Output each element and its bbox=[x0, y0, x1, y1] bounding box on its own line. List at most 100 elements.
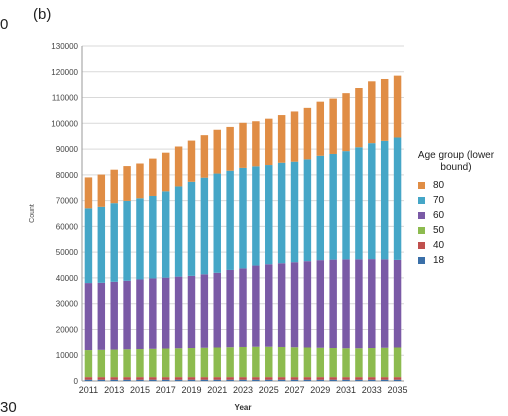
bar-segment-40-2026 bbox=[277, 377, 286, 380]
bar-segment-40-2019 bbox=[187, 377, 196, 380]
bar-segment-80-2012 bbox=[97, 174, 106, 207]
legend-item-40: 40 bbox=[408, 238, 504, 253]
bar-segment-80-2013 bbox=[110, 169, 118, 204]
bar-segment-70-2024 bbox=[252, 166, 260, 266]
bar-segment-60-2022 bbox=[226, 269, 234, 348]
bar-segment-40-2027 bbox=[290, 377, 299, 380]
bar-segment-18-2023 bbox=[239, 379, 247, 381]
legend-item-18: 18 bbox=[408, 253, 504, 268]
legend-title: Age group (lower bound) bbox=[417, 150, 495, 173]
bar-segment-50-2027 bbox=[290, 347, 299, 378]
y-tick-label: 110000 bbox=[52, 94, 79, 103]
bar-segment-50-2031 bbox=[342, 348, 350, 378]
bar-segment-50-2011 bbox=[84, 350, 93, 378]
y-tick-label: 20000 bbox=[56, 325, 79, 334]
bar-segment-70-2017 bbox=[161, 191, 170, 278]
bar-segment-18-2018 bbox=[174, 379, 183, 381]
bar-segment-50-2032 bbox=[355, 348, 363, 378]
x-tick-label: 2023 bbox=[233, 385, 253, 395]
legend-label: 80 bbox=[433, 180, 445, 191]
bar-segment-40-2017 bbox=[161, 377, 170, 380]
bar-segment-50-2035 bbox=[393, 347, 402, 378]
bar-segment-60-2015 bbox=[136, 279, 144, 350]
bar-segment-50-2034 bbox=[380, 347, 389, 378]
bar-segment-18-2028 bbox=[303, 379, 312, 381]
bar-segment-70-2014 bbox=[123, 200, 131, 281]
bar-segment-18-2011 bbox=[84, 379, 93, 381]
bar-segment-40-2020 bbox=[200, 377, 209, 380]
bar-segment-50-2014 bbox=[123, 349, 131, 378]
bar-segment-40-2023 bbox=[239, 377, 247, 380]
legend-item-60: 60 bbox=[408, 208, 504, 223]
bar-segment-60-2024 bbox=[252, 265, 260, 347]
bar-segment-40-2028 bbox=[303, 377, 312, 380]
y-tick-label: 30000 bbox=[56, 300, 79, 309]
x-tick-label: 2033 bbox=[362, 385, 382, 395]
cropped-edge-text-bottom: 30 bbox=[0, 399, 17, 416]
bar-segment-70-2032 bbox=[355, 147, 363, 260]
bar-segment-40-2025 bbox=[265, 377, 273, 380]
bar-segment-70-2031 bbox=[342, 151, 350, 260]
bar-segment-40-2021 bbox=[213, 377, 221, 380]
bar-segment-50-2029 bbox=[316, 347, 325, 378]
bar-segment-70-2016 bbox=[149, 195, 157, 279]
bar-segment-50-2023 bbox=[239, 346, 247, 378]
bar-segment-80-2016 bbox=[149, 158, 157, 196]
bar-segment-18-2020 bbox=[200, 379, 209, 381]
x-tick-label: 2025 bbox=[259, 385, 279, 395]
bar-segment-70-2013 bbox=[110, 203, 118, 282]
bar-segment-70-2018 bbox=[174, 186, 183, 277]
bar-segment-18-2025 bbox=[265, 379, 273, 381]
legend-label: 70 bbox=[433, 195, 445, 206]
bar-segment-50-2012 bbox=[97, 349, 106, 378]
x-axis-label: Year bbox=[235, 403, 252, 412]
bar-segment-50-2013 bbox=[110, 349, 118, 378]
bar-segment-60-2034 bbox=[380, 259, 389, 348]
bar-segment-50-2028 bbox=[303, 347, 312, 378]
bar-segment-80-2033 bbox=[368, 81, 376, 144]
bar-segment-80-2019 bbox=[187, 140, 196, 182]
x-tick-label: 2011 bbox=[79, 385, 98, 395]
bar-segment-80-2021 bbox=[213, 129, 221, 174]
bar-segment-40-2033 bbox=[368, 377, 376, 380]
bar-segment-40-2018 bbox=[174, 377, 183, 380]
bar-segment-50-2017 bbox=[161, 348, 170, 378]
legend-item-80: 80 bbox=[408, 178, 504, 193]
bar-segment-18-2013 bbox=[110, 379, 118, 381]
bar-segment-60-2014 bbox=[123, 280, 131, 350]
bar-segment-50-2020 bbox=[200, 347, 209, 378]
bar-segment-80-2034 bbox=[380, 78, 389, 141]
y-tick-label: 70000 bbox=[56, 197, 79, 206]
bar-segment-18-2032 bbox=[355, 379, 363, 381]
legend-label: 60 bbox=[433, 210, 445, 221]
bar-segment-40-2032 bbox=[355, 377, 363, 380]
bar-segment-50-2022 bbox=[226, 347, 234, 378]
bar-segment-70-2033 bbox=[368, 143, 376, 260]
y-axis-label: Count bbox=[29, 204, 36, 223]
legend-item-70: 70 bbox=[408, 193, 504, 208]
bar-segment-18-2024 bbox=[252, 379, 260, 381]
bar-segment-18-2034 bbox=[380, 379, 389, 381]
x-tick-label: 2029 bbox=[310, 385, 330, 395]
bar-segment-18-2033 bbox=[368, 379, 376, 381]
bar-segment-70-2023 bbox=[239, 167, 247, 269]
x-tick-label: 2019 bbox=[181, 385, 201, 395]
bar-segment-50-2021 bbox=[213, 347, 221, 378]
bar-segment-70-2012 bbox=[97, 206, 106, 283]
bar-segment-50-2024 bbox=[252, 346, 260, 378]
legend-swatch bbox=[418, 212, 425, 219]
bar-segment-70-2011 bbox=[84, 208, 93, 284]
bar-segment-80-2020 bbox=[200, 135, 209, 178]
bar-segment-40-2031 bbox=[342, 377, 350, 380]
bar-segment-60-2035 bbox=[393, 259, 402, 348]
bar-segment-70-2026 bbox=[277, 162, 286, 264]
bar-segment-18-2022 bbox=[226, 379, 234, 381]
bar-segment-40-2012 bbox=[97, 377, 106, 380]
x-tick-label: 2027 bbox=[285, 385, 305, 395]
y-tick-label: 40000 bbox=[56, 274, 79, 283]
bar-segment-80-2029 bbox=[316, 101, 325, 156]
bar-segment-80-2014 bbox=[123, 166, 131, 201]
bar-segment-80-2015 bbox=[136, 163, 144, 199]
bar-segment-60-2029 bbox=[316, 260, 325, 348]
